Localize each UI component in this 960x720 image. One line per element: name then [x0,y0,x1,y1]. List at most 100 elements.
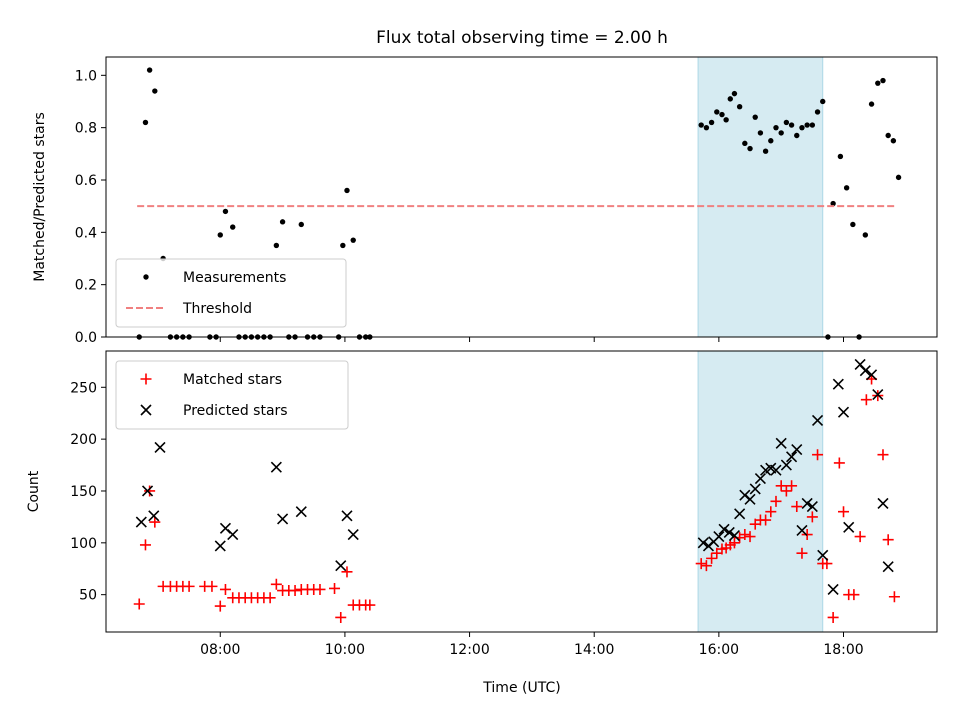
legend-marker-dot [143,274,149,280]
measurement-point [768,138,774,144]
measurement-point [895,174,902,181]
matched-point [848,589,860,601]
measurement-point [350,237,356,243]
measurement-point [747,145,753,152]
matched-point [770,495,782,507]
matched-point [149,516,161,528]
measurement-point [862,232,869,238]
predicted-point [341,510,353,522]
measurement-point [757,130,764,136]
y-tick-label: 50 [79,588,97,604]
predicted-point [865,369,878,381]
measurement-point [843,185,850,191]
predicted-point [723,526,735,539]
measurement-point [799,124,805,131]
predicted-point [347,528,359,541]
measurement-point [719,111,725,118]
predicted-point [141,485,154,497]
y-tick-label: 250 [70,380,97,396]
matched-point [706,552,718,564]
count-plot: 08:00 10:00 12:00 14:00 16:00 18:00 50 100 150 20… [26,350,938,658]
predicted-point [214,540,226,552]
measurement-point [703,124,710,131]
predicted-point [877,497,889,509]
predicted-point [817,549,829,561]
predicted-point [775,437,787,449]
predicted-point [770,464,782,476]
matched-point [775,480,787,492]
legend-box [115,258,347,328]
measurement-point [279,219,286,225]
matched-point [219,583,231,595]
measurement-point [742,140,748,147]
measurement-point [788,122,795,128]
measurement-point [794,132,800,139]
predicted-point [227,528,239,541]
predicted-point [859,365,871,377]
matched-point [827,611,839,623]
matched-point [133,598,145,610]
measurement-point [880,77,886,84]
measurement-point [723,117,729,123]
predicted-point [754,472,766,485]
y-tick-label: 0.0 [75,330,97,346]
predicted-point [806,500,818,513]
matched-point [270,578,282,590]
predicted-point [295,506,307,518]
legend-label: Threshold [182,301,252,317]
series-predicted-stars [135,358,894,596]
y-tick-label: 1.0 [75,68,97,84]
matched-point [760,514,772,526]
series-matched-stars [133,373,900,623]
matched-point [700,560,712,572]
matched-point [838,506,850,518]
matched-point [796,547,808,559]
y-tick-label: 0.8 [75,121,97,137]
matched-point [728,537,740,549]
matched-point [264,592,276,604]
matched-point [335,611,347,623]
measurement-point [804,122,810,128]
measurement-point [698,122,704,128]
measurement-point [340,242,346,249]
highlight-span [697,56,824,338]
measurement-point [142,119,149,126]
matched-point [289,585,301,597]
x-tick-label: 10:00 [325,642,365,658]
measurement-point [814,109,821,115]
measurement-point [783,119,790,126]
predicted-point [749,483,761,495]
x-tick-label: 08:00 [200,642,240,658]
series-measurements [136,67,902,340]
legend-label: Matched stars [183,372,282,388]
plot-frame [105,350,938,633]
matched-point [860,394,872,406]
predicted-point [734,508,746,520]
measurement-point [837,153,844,160]
chart-title: Flux total observing time = 2.00 h [376,28,668,48]
x-tick-label: 16:00 [699,642,739,658]
measurement-point [344,187,350,194]
legend-marker-x [140,404,152,416]
matched-point [144,485,156,497]
matched-point [888,591,900,603]
matched-point [739,529,751,541]
y-axis-label: Count [26,470,42,512]
measurement-point [146,67,153,73]
predicted-point [697,537,709,549]
matched-point [329,582,341,594]
predicted-point [791,443,803,456]
matched-point [206,580,218,592]
matched-point [882,534,894,546]
predicted-point [843,521,855,533]
x-tick-label: 12:00 [449,642,489,658]
legend: Matched stars Predicted stars [115,360,349,430]
predicted-point [270,461,282,473]
matched-point [183,580,195,592]
plot-frame [105,56,938,338]
predicted-point [827,583,839,596]
matched-point [812,449,824,461]
predicted-point [135,516,147,528]
measurement-point [731,90,738,97]
